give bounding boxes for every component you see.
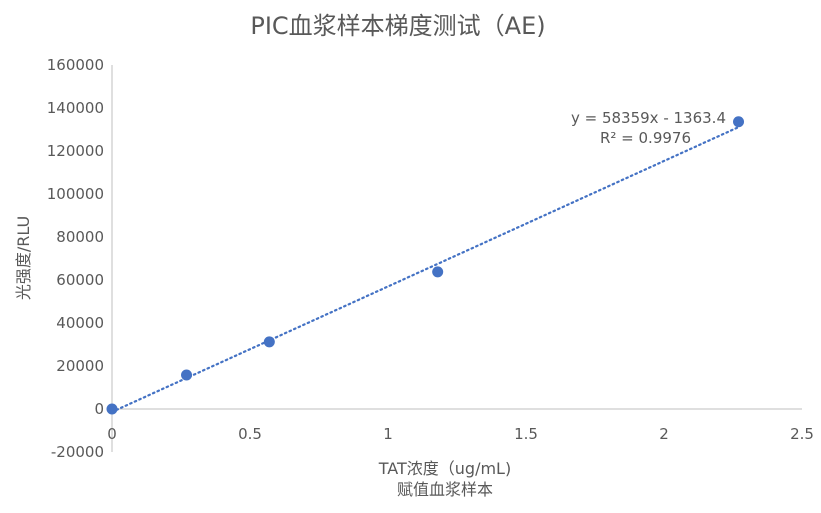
x-tick-labels: 0 0.5 1 1.5 2 2.5 (107, 425, 814, 443)
data-point (181, 369, 193, 381)
y-tick-label: 60000 (56, 271, 104, 289)
y-tick-label: 20000 (56, 357, 104, 375)
x-tick-label: 0.5 (238, 425, 262, 443)
data-point (263, 336, 275, 348)
y-axis-label: 光强度/RLU (14, 216, 33, 300)
y-tick-label: 100000 (47, 185, 104, 203)
y-tick-label: -20000 (51, 443, 104, 461)
x-axis-sublabel: 赋值血浆样本 (397, 480, 493, 499)
x-tick-label: 1.5 (514, 425, 538, 443)
chart-title: PIC血浆样本梯度测试（AE) (250, 12, 545, 40)
data-points (106, 116, 745, 415)
y-tick-label: 120000 (47, 142, 104, 160)
x-tick-label: 1 (383, 425, 393, 443)
y-tick-label: 0 (94, 400, 104, 418)
x-tick-label: 0 (107, 425, 117, 443)
data-point (106, 403, 118, 415)
data-point (432, 266, 444, 278)
trendline (110, 126, 740, 414)
axes (111, 65, 802, 452)
y-tick-label: 40000 (56, 314, 104, 332)
trendline-group (110, 126, 740, 414)
y-tick-label: 140000 (47, 99, 104, 117)
x-tick-label: 2 (659, 425, 669, 443)
y-tick-labels: -20000 0 20000 40000 60000 80000 100000 120000 1… (47, 56, 104, 461)
y-tick-label: 160000 (47, 56, 104, 74)
trendline-equation: y = 58359x - 1363.4 (571, 109, 726, 127)
x-tick-label: 2.5 (790, 425, 814, 443)
trendline-r2: R² = 0.9976 (600, 129, 691, 147)
data-point (733, 116, 745, 128)
y-tick-label: 80000 (56, 228, 104, 246)
x-axis-label: TAT浓度（ug/mL) (378, 459, 511, 478)
